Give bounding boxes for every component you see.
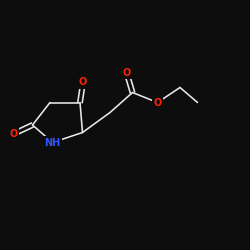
- Text: O: O: [79, 77, 87, 87]
- Text: O: O: [154, 98, 162, 108]
- Text: O: O: [9, 129, 17, 139]
- Text: NH: NH: [44, 138, 60, 147]
- Text: O: O: [122, 68, 131, 78]
